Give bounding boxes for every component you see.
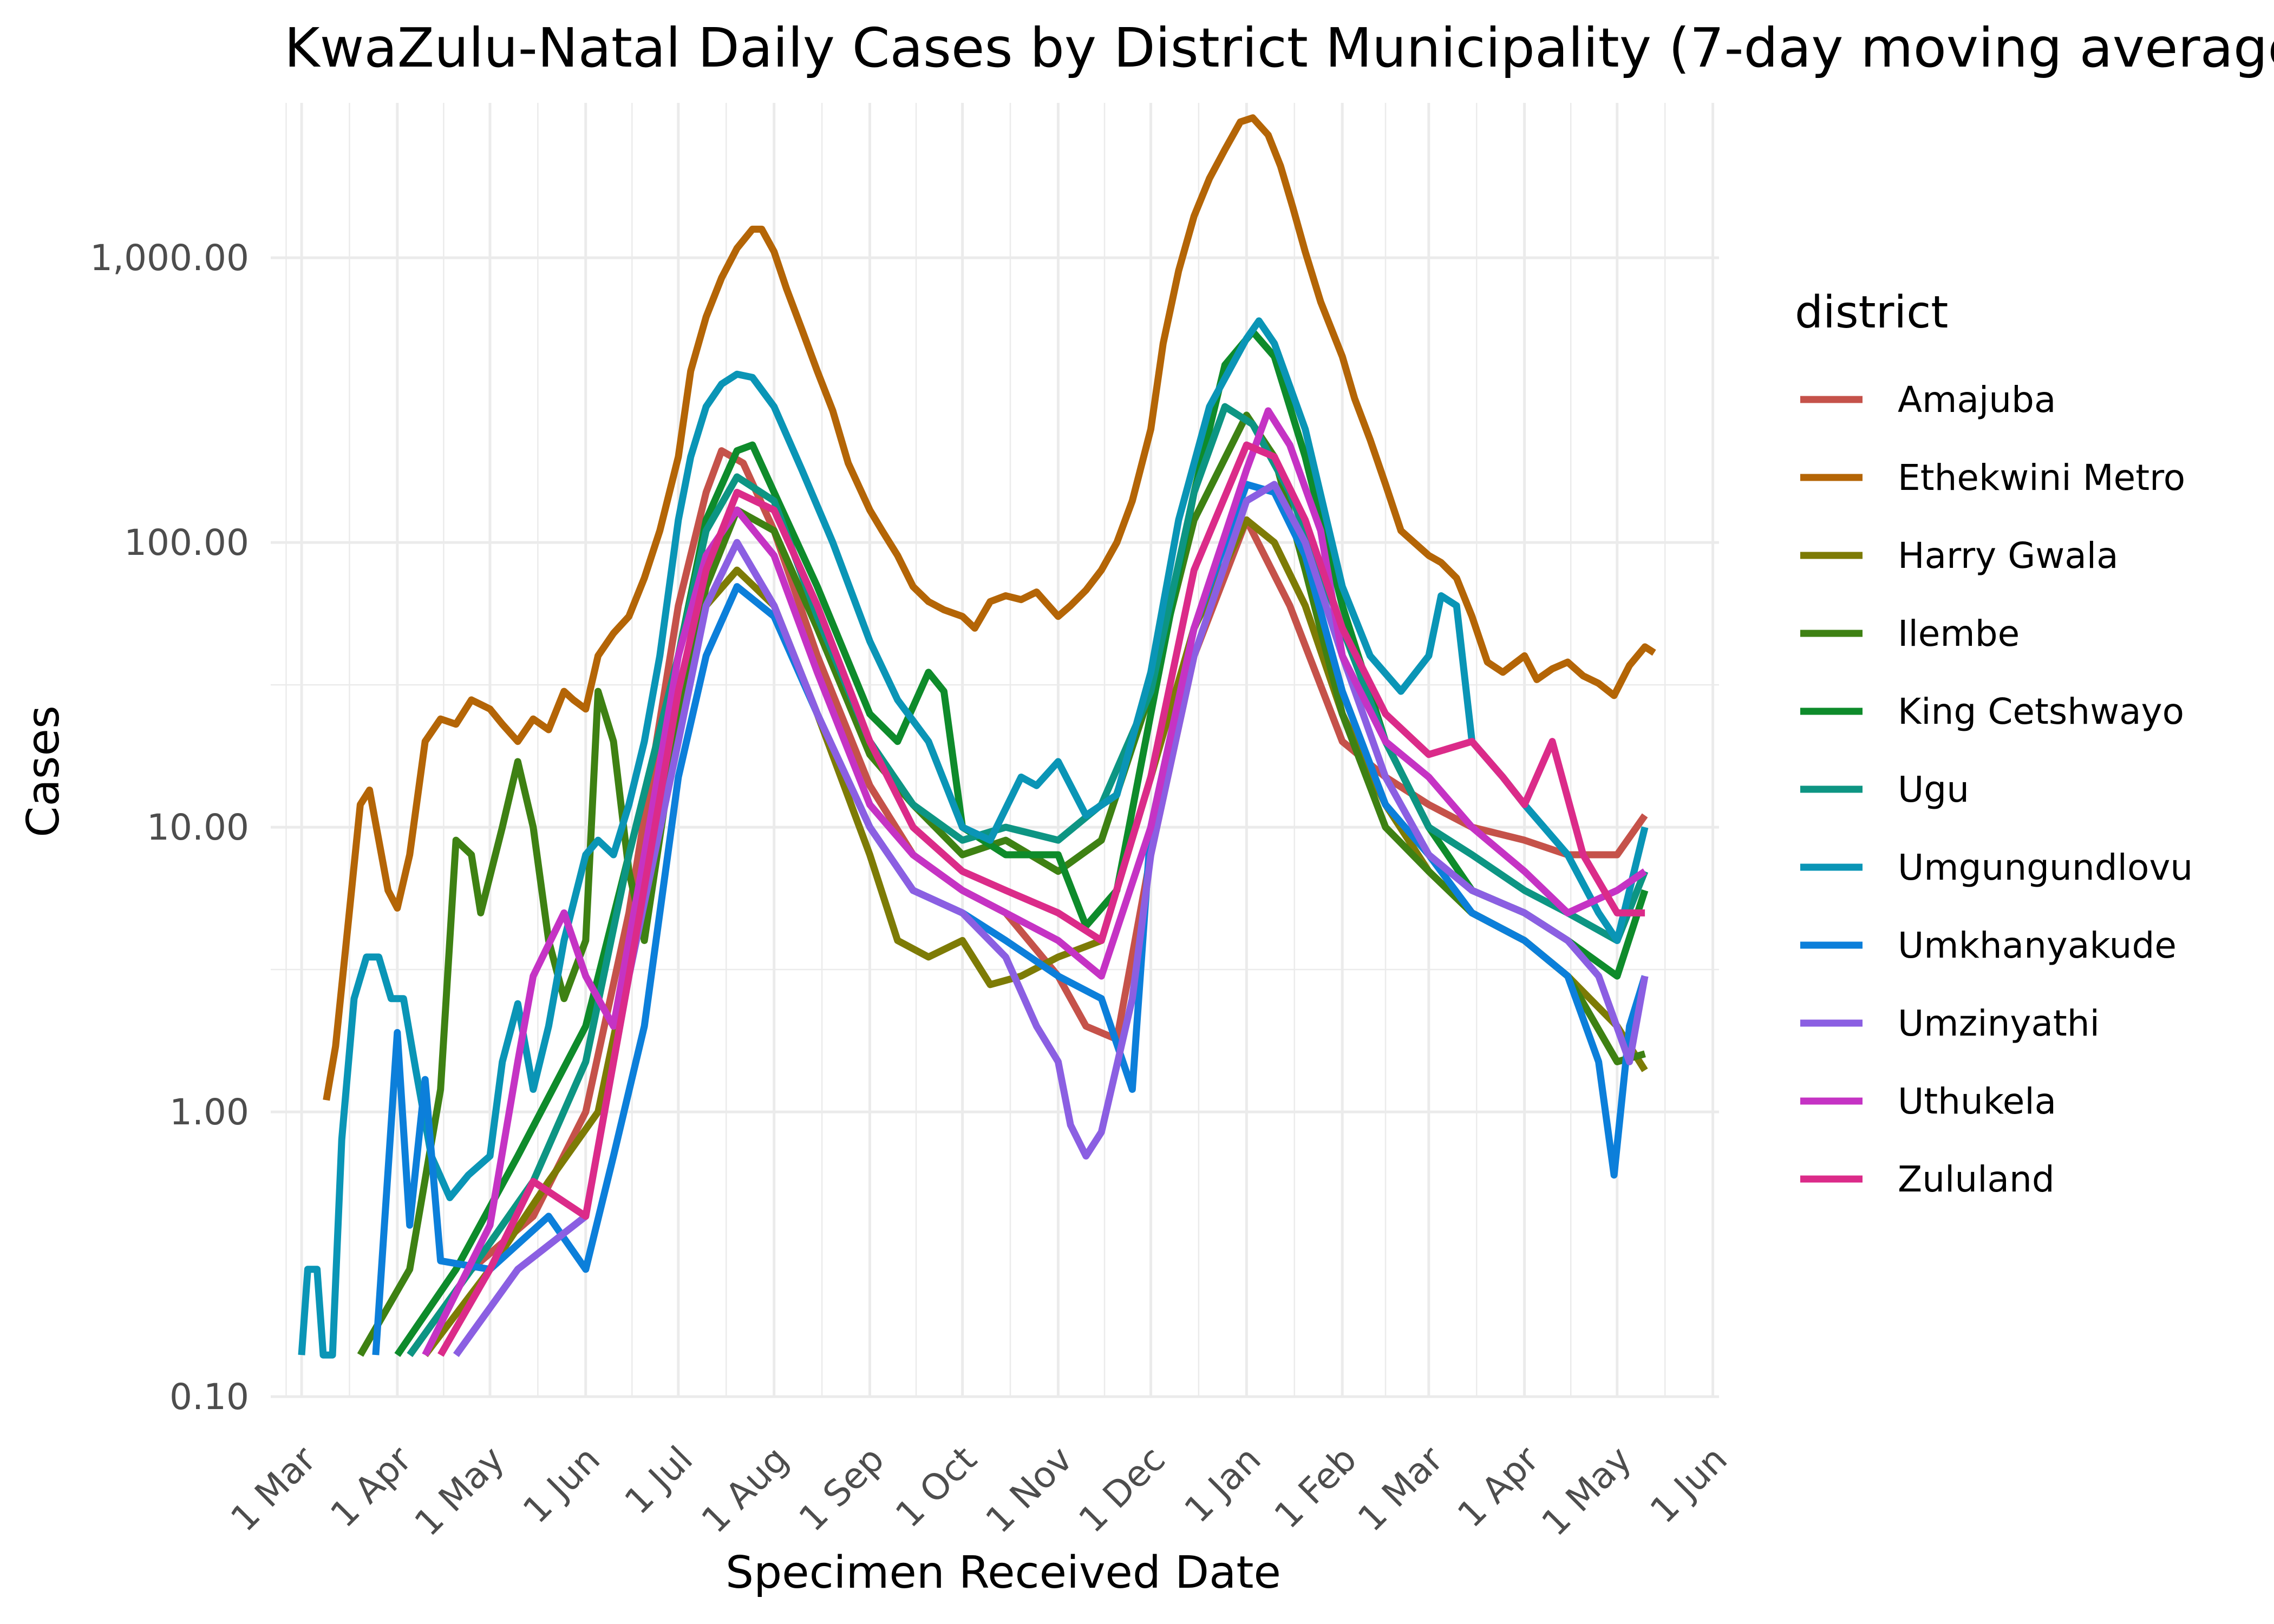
legend-title: district — [1795, 287, 1948, 338]
y-tick-label: 1.00 — [169, 1091, 249, 1133]
x-tick-label: 1 Jun — [515, 1438, 608, 1531]
x-tick-label: 1 Nov — [978, 1438, 1081, 1541]
x-tick-label: 1 Apr — [1449, 1438, 1547, 1535]
x-tick-label: 1 Jan — [1177, 1438, 1269, 1531]
series-line-ilembe — [357, 411, 1646, 1357]
grid — [271, 103, 1719, 1398]
chart-title: KwaZulu-Natal Daily Cases by District Mu… — [284, 16, 2274, 80]
series-line-ethekwini-metro — [323, 114, 1656, 1101]
y-tick-label: 1,000.00 — [90, 237, 249, 279]
series-line-zululand — [437, 441, 1645, 1357]
legend-label: Zululand — [1898, 1158, 2055, 1200]
series-line-uthukela — [422, 407, 1647, 1357]
legend: district Amajuba Ethekwini Metro Harry Gwa… — [1795, 287, 2193, 1200]
x-tick-label: 1 Jul — [617, 1438, 701, 1522]
x-tick-label: 1 Dec — [1071, 1438, 1173, 1541]
series-line-umzinyathi — [453, 481, 1649, 1357]
series-line-amajuba — [407, 447, 1648, 1357]
legend-label: Umgungundlovu — [1898, 847, 2193, 888]
x-tick-label: 1 Oct — [887, 1438, 985, 1536]
legend-label: Ugu — [1898, 769, 1969, 810]
series-line-umkhanyakude — [372, 481, 1649, 1355]
x-axis-title: Specimen Received Date — [726, 1547, 1281, 1599]
y-tick-label: 100.00 — [124, 522, 249, 564]
series-lines — [298, 114, 1656, 1359]
legend-label: Amajuba — [1898, 379, 2056, 421]
x-tick-label: 1 Aug — [694, 1438, 796, 1541]
x-tick-label: 1 Feb — [1266, 1438, 1365, 1537]
x-tick-label: 1 May — [1534, 1438, 1639, 1544]
legend-label: Umkhanyakude — [1898, 925, 2177, 966]
legend-label: Harry Gwala — [1898, 535, 2119, 577]
x-tick-label: 1 Apr — [322, 1438, 420, 1535]
y-tick-label: 0.10 — [169, 1376, 249, 1418]
legend-label: King Cetshwayo — [1898, 691, 2184, 732]
legend-label: Ethekwini Metro — [1898, 457, 2185, 499]
series-line-umgungundlovu — [298, 317, 1649, 1359]
legend-label: Ilembe — [1898, 613, 2020, 654]
y-tick-label: 10.00 — [147, 807, 249, 848]
x-tick-label: 1 Mar — [1350, 1438, 1452, 1540]
legend-label: Umzinyathi — [1898, 1003, 2100, 1044]
y-axis-ticks: 0.10 1.00 10.00 100.00 1,000.00 — [90, 237, 249, 1418]
x-tick-label: 1 May — [407, 1438, 512, 1544]
x-tick-label: 1 Mar — [223, 1438, 324, 1540]
series-line-ugu — [407, 403, 1649, 1357]
x-tick-label: 1 Sep — [791, 1438, 892, 1540]
legend-label: Uthukela — [1898, 1081, 2056, 1122]
x-tick-label: 1 Jun — [1642, 1438, 1735, 1531]
y-axis-title: Cases — [18, 705, 69, 837]
